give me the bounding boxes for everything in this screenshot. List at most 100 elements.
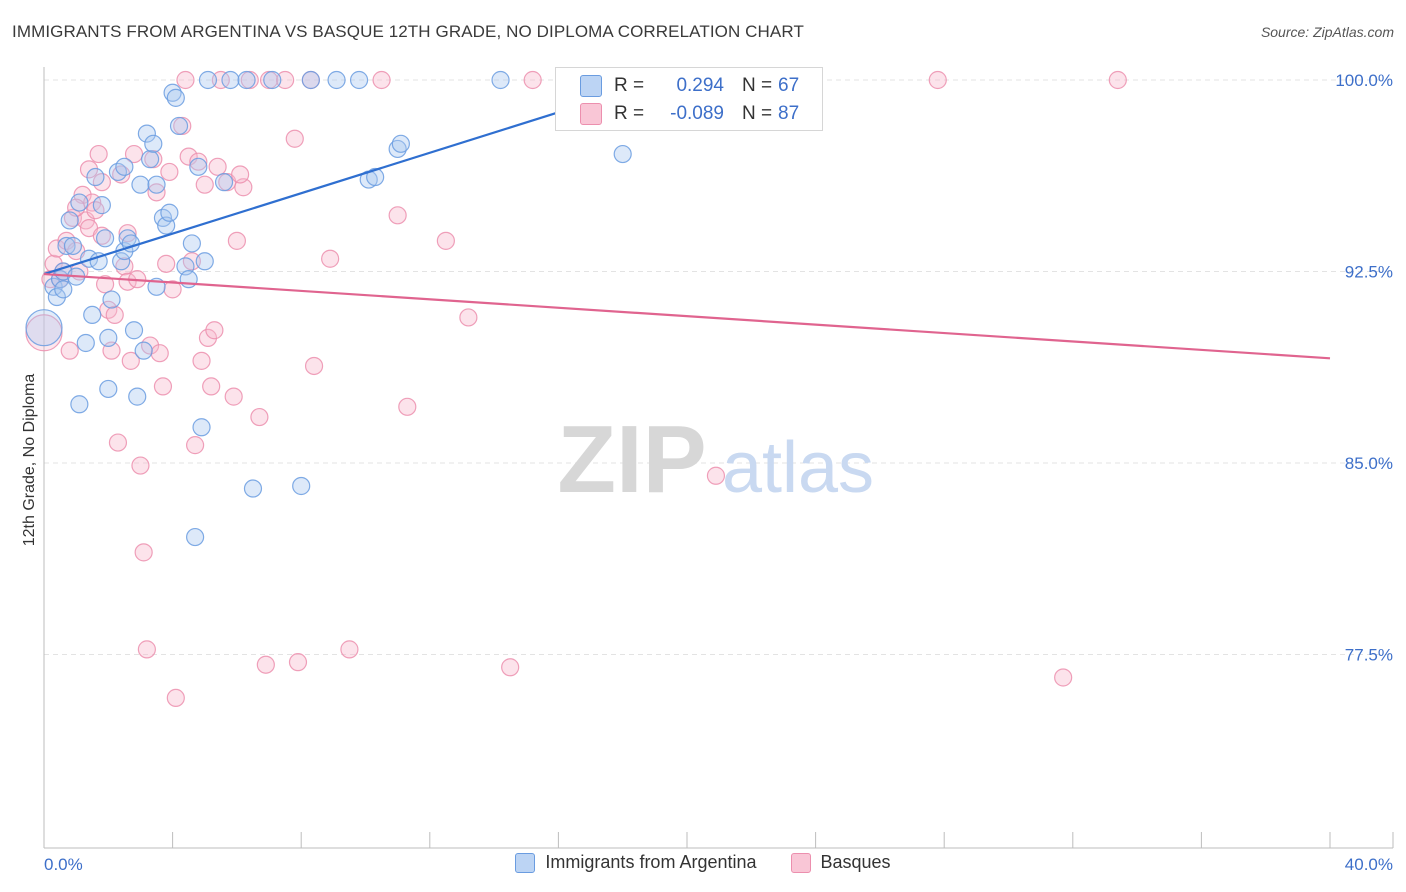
point-argentina — [301, 70, 320, 90]
legend-n-label: N = — [742, 103, 773, 124]
legend-r-label: R = — [614, 103, 645, 124]
point-basques — [202, 377, 221, 396]
point-argentina — [112, 252, 131, 271]
grid-lines — [44, 79, 1394, 655]
legend-label-argentina: Immigrants from Argentina — [545, 852, 757, 872]
point-argentina — [76, 333, 95, 353]
point-basques — [501, 658, 520, 677]
legend-item-argentina: Immigrants from Argentina — [515, 852, 757, 873]
point-argentina — [63, 236, 83, 256]
point-argentina — [169, 116, 189, 136]
point-argentina — [57, 236, 76, 256]
point-basques — [285, 129, 304, 148]
tick-labels: 77.5% 85.0% 92.5% 100.0% 0.0% 40.0% — [44, 71, 1393, 874]
point-basques — [276, 70, 295, 90]
point-basques — [192, 351, 211, 370]
point-basques — [340, 640, 359, 659]
trendline-basques — [43, 272, 1331, 360]
point-argentina — [179, 270, 198, 289]
point-argentina — [163, 83, 182, 102]
point-argentina — [131, 175, 150, 194]
point-argentina — [237, 70, 256, 90]
point-argentina — [243, 479, 263, 498]
point-argentina — [186, 527, 205, 547]
series-legend: Immigrants from Argentina Basques — [0, 852, 1406, 873]
point-basques — [195, 175, 214, 194]
y-tick-label: 77.5% — [1345, 646, 1393, 665]
point-basques — [398, 397, 417, 416]
point-argentina — [70, 193, 89, 212]
point-basques — [153, 377, 173, 396]
point-argentina — [102, 290, 121, 309]
point-basques — [108, 433, 128, 452]
point-argentina — [134, 341, 153, 360]
legend-r-value: -0.089 — [670, 103, 724, 124]
y-tick-label: 92.5% — [1345, 263, 1393, 282]
point-argentina — [25, 309, 63, 347]
legend-swatch-blue — [580, 75, 602, 97]
legend-item-basques: Basques — [790, 852, 891, 873]
point-argentina — [147, 175, 166, 194]
point-argentina — [137, 124, 156, 143]
point-argentina — [99, 379, 118, 399]
point-argentina — [160, 203, 179, 222]
point-basques — [523, 70, 542, 90]
point-basques — [160, 162, 179, 182]
point-basques — [95, 275, 115, 294]
point-basques — [166, 688, 185, 708]
point-argentina — [70, 395, 89, 414]
series-argentina — [25, 70, 668, 547]
point-basques — [706, 466, 726, 485]
point-basques — [134, 543, 153, 562]
legend-n-value: 67 — [778, 75, 800, 96]
point-basques — [928, 70, 947, 90]
point-argentina — [83, 305, 102, 325]
point-argentina — [366, 167, 385, 187]
point-basques — [459, 308, 478, 327]
point-basques — [1054, 668, 1073, 687]
point-basques — [124, 144, 144, 164]
point-argentina — [192, 418, 211, 437]
point-basques — [131, 456, 150, 475]
legend-row-basques: R = -0.089 N = 87 — [556, 101, 818, 127]
point-basques — [211, 70, 230, 90]
point-basques — [92, 226, 111, 245]
legend-r-label: R = — [614, 75, 645, 96]
y-tick-label: 85.0% — [1345, 454, 1393, 473]
point-basques — [256, 655, 275, 674]
point-basques — [205, 321, 224, 340]
point-basques — [121, 351, 140, 370]
point-argentina — [60, 211, 79, 230]
point-basques — [1108, 70, 1127, 90]
point-basques — [388, 206, 407, 225]
point-basques — [176, 70, 195, 90]
point-argentina — [166, 88, 185, 107]
point-basques — [231, 165, 250, 184]
point-basques — [288, 653, 308, 672]
point-argentina — [89, 252, 108, 271]
point-argentina — [263, 70, 282, 90]
point-argentina — [327, 70, 346, 90]
point-basques — [118, 224, 137, 243]
point-basques — [372, 70, 391, 90]
point-basques — [250, 407, 269, 427]
point-argentina — [99, 328, 118, 347]
chart-title: IMMIGRANTS FROM ARGENTINA VS BASQUE 12TH… — [12, 22, 804, 41]
point-basques — [224, 387, 243, 406]
point-argentina — [92, 196, 111, 215]
legend-row-argentina: R = 0.294 N = 67 — [556, 73, 818, 99]
point-argentina — [124, 321, 144, 340]
point-basques — [60, 341, 79, 360]
watermark: ZIP atlas — [557, 406, 874, 513]
point-basques — [44, 254, 63, 273]
point-argentina — [95, 229, 115, 248]
x-tick-label: 40.0% — [1345, 855, 1393, 874]
point-basques — [436, 231, 455, 250]
point-argentina — [613, 144, 632, 164]
point-argentina — [144, 134, 163, 153]
point-argentina — [189, 157, 208, 176]
axes — [43, 67, 1394, 849]
legend-n-label: N = — [742, 75, 773, 96]
legend-swatch-pink — [580, 103, 602, 125]
legend-swatch-pink — [790, 852, 811, 873]
